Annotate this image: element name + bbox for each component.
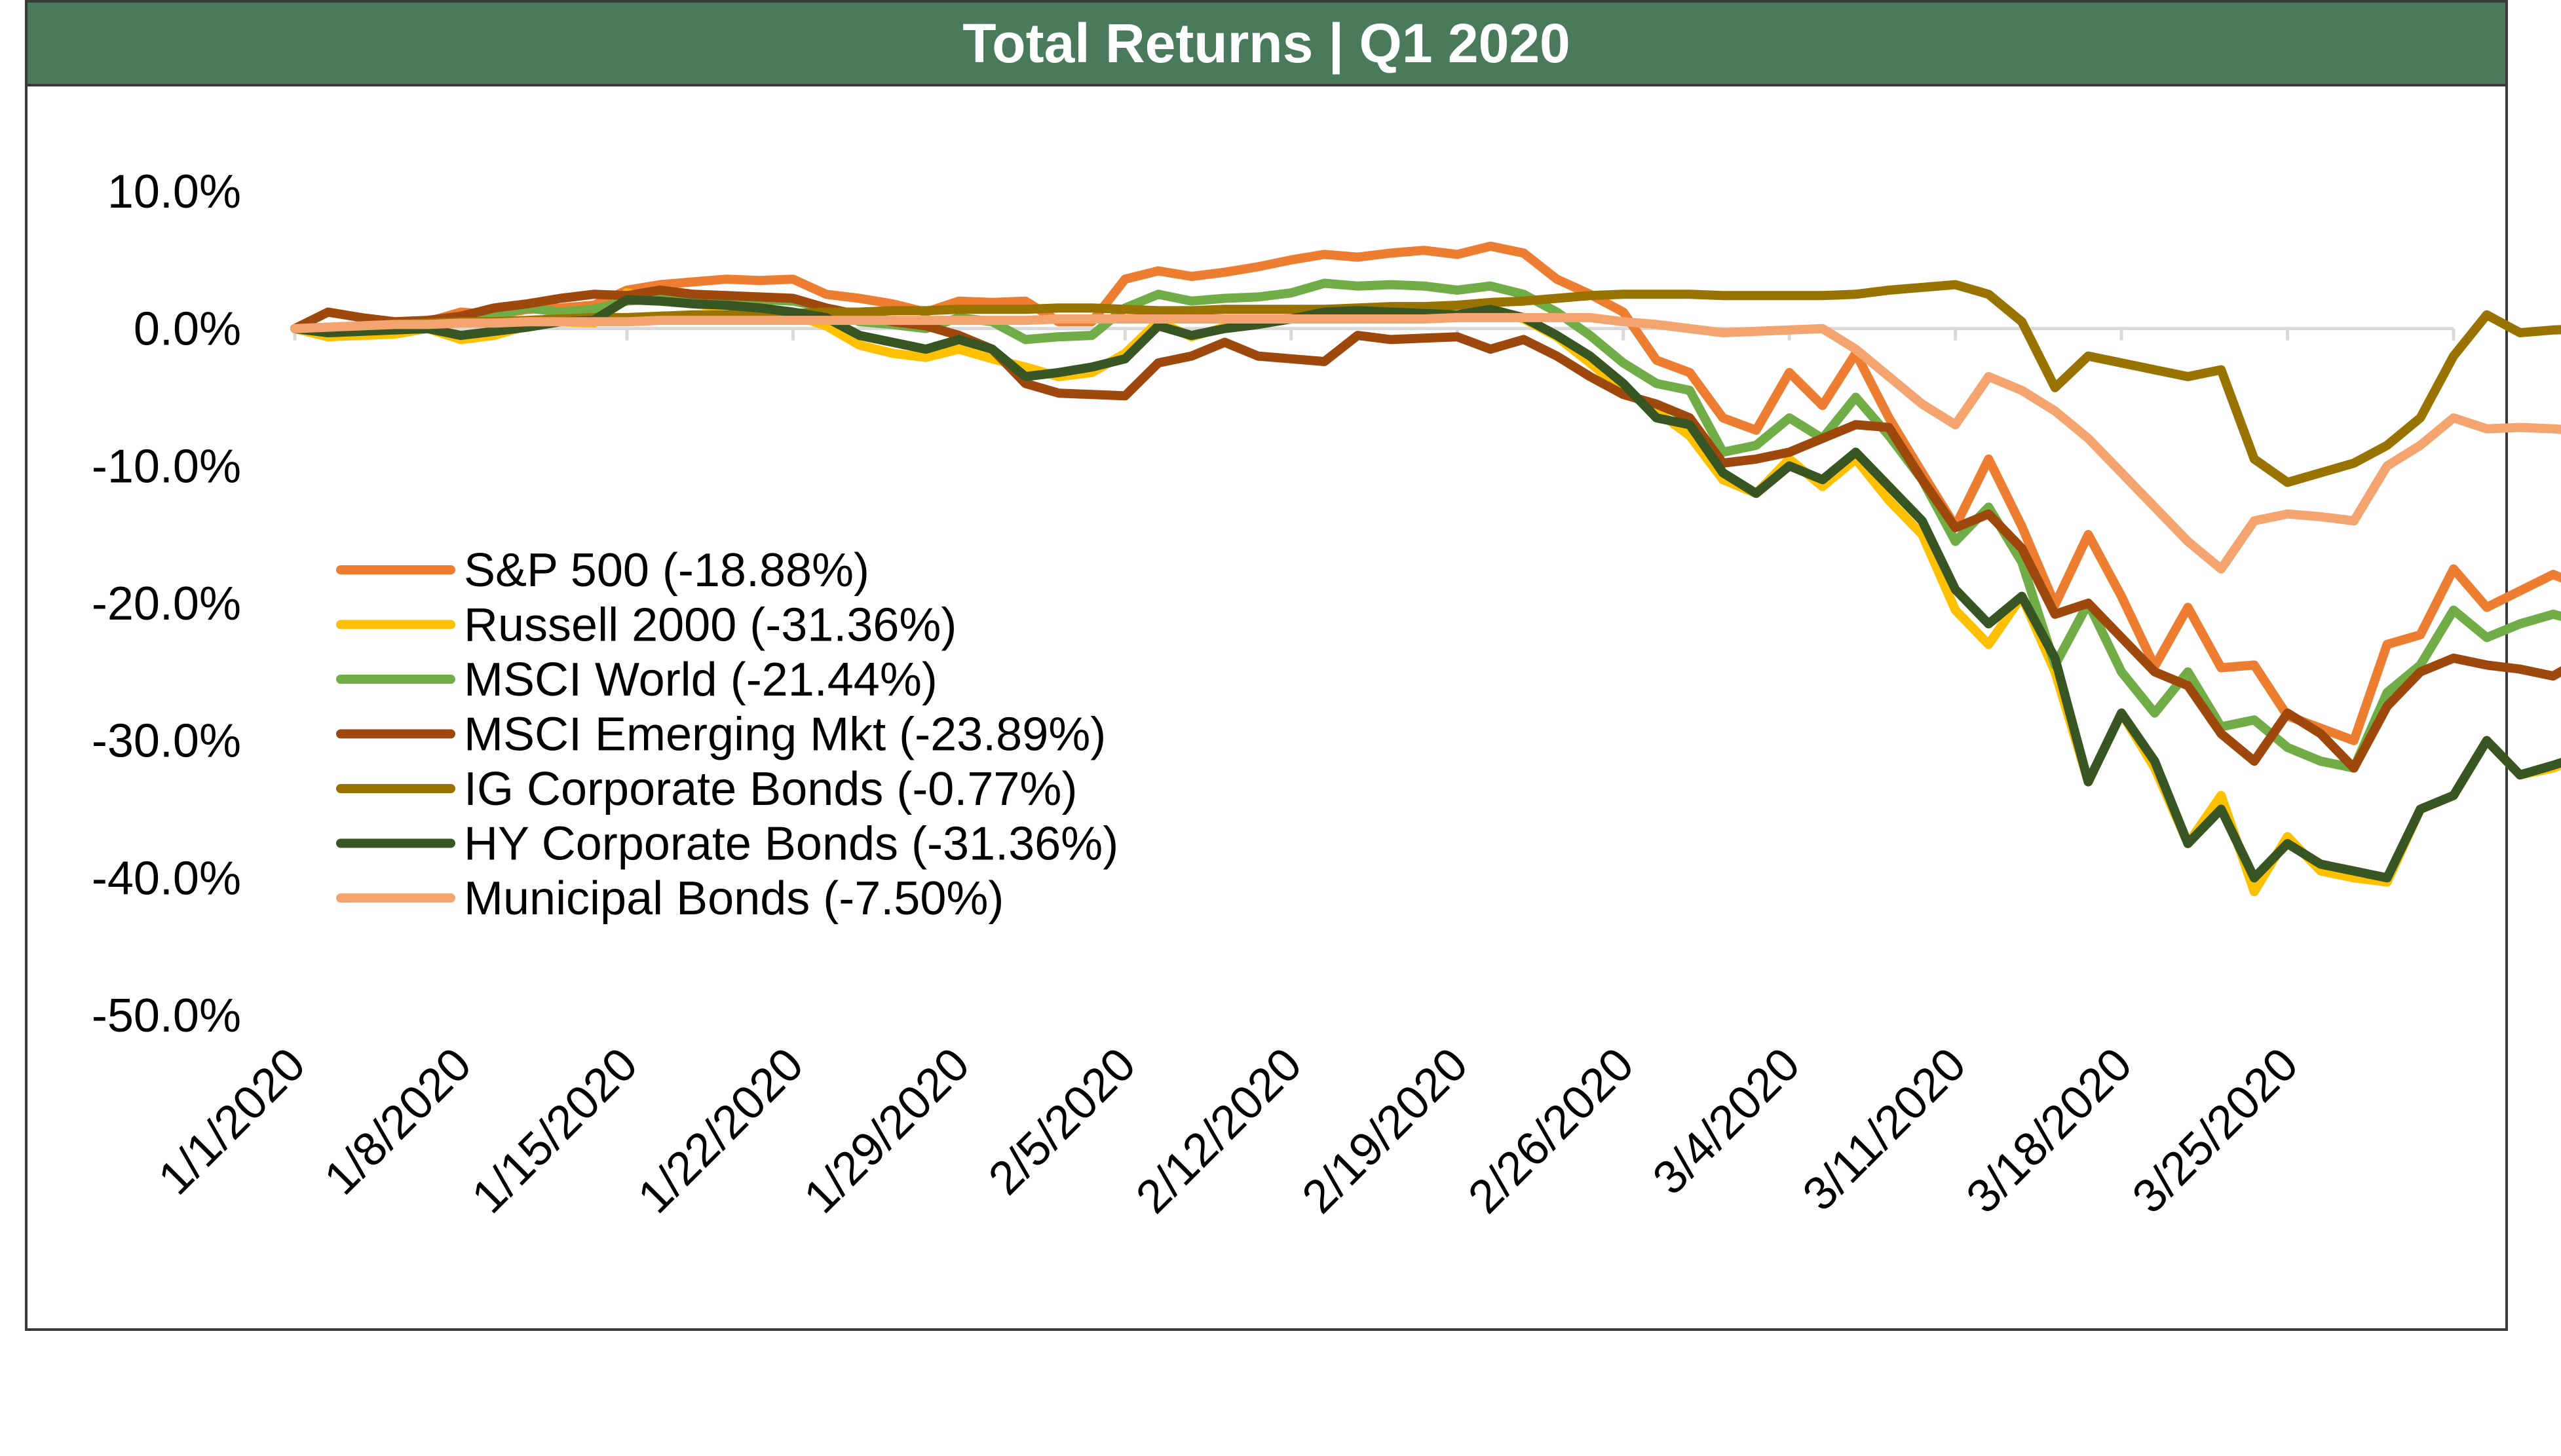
x-axis-labels: 1/1/20201/8/20201/15/20201/22/20201/29/2… <box>149 1038 2308 1223</box>
y-tick-label: -50.0% <box>92 990 241 1042</box>
legend-label: IG Corporate Bonds (-0.77%) <box>464 763 1077 815</box>
x-tick-label: 1/8/2020 <box>314 1038 482 1205</box>
y-tick-label: -20.0% <box>92 578 241 630</box>
y-tick-label: -10.0% <box>92 440 241 493</box>
y-tick-label: -40.0% <box>92 852 241 905</box>
y-tick-label: 10.0% <box>107 166 241 218</box>
x-tick-label: 2/5/2020 <box>979 1038 1146 1205</box>
series-line <box>290 280 2561 487</box>
x-tick-label: 1/29/2020 <box>794 1038 979 1223</box>
legend-label: S&P 500 (-18.88%) <box>464 544 869 597</box>
x-tick-label: 3/11/2020 <box>1793 1038 1976 1221</box>
x-tick-label: 3/18/2020 <box>1956 1038 2142 1223</box>
x-tick-label: 2/19/2020 <box>1292 1038 1477 1223</box>
series-lines <box>290 241 2561 897</box>
x-tick-label: 3/25/2020 <box>2123 1038 2308 1223</box>
series-line <box>290 241 2561 745</box>
legend-label: MSCI Emerging Mkt (-23.89%) <box>464 709 1106 761</box>
x-tick-label: 2/12/2020 <box>1126 1038 1312 1223</box>
y-axis-labels: 10.0% 0.0% -10.0% -20.0% -30.0% -40.0% -50.0% <box>92 166 241 1042</box>
x-tick-label: 2/26/2020 <box>1458 1038 1644 1223</box>
y-tick-label: -30.0% <box>92 715 241 768</box>
legend-label: Municipal Bonds (-7.50%) <box>464 872 1004 925</box>
chart-title: Total Returns | Q1 2020 <box>962 12 1570 74</box>
x-tick-label: 3/4/2020 <box>1643 1038 1810 1205</box>
series-line <box>290 278 2561 773</box>
x-tick-label: 1/22/2020 <box>628 1038 814 1223</box>
series-line <box>290 312 2561 574</box>
chart-title-bar: Total Returns | Q1 2020 <box>28 3 2505 86</box>
x-tick-label: 1/15/2020 <box>462 1038 647 1223</box>
y-tick-label: 0.0% <box>134 303 241 356</box>
legend-label: HY Corporate Bonds (-31.36%) <box>464 818 1118 870</box>
legend-label: Russell 2000 (-31.36%) <box>464 599 957 652</box>
legend: S&P 500 (-18.88%)Russell 2000 (-31.36%)M… <box>336 544 1118 925</box>
legend-label: MSCI World (-21.44%) <box>464 654 938 706</box>
series-line <box>290 286 2561 773</box>
chart-frame: Total Returns | Q1 2020 <box>25 0 2508 1331</box>
x-tick-label: 1/1/2020 <box>149 1038 316 1205</box>
